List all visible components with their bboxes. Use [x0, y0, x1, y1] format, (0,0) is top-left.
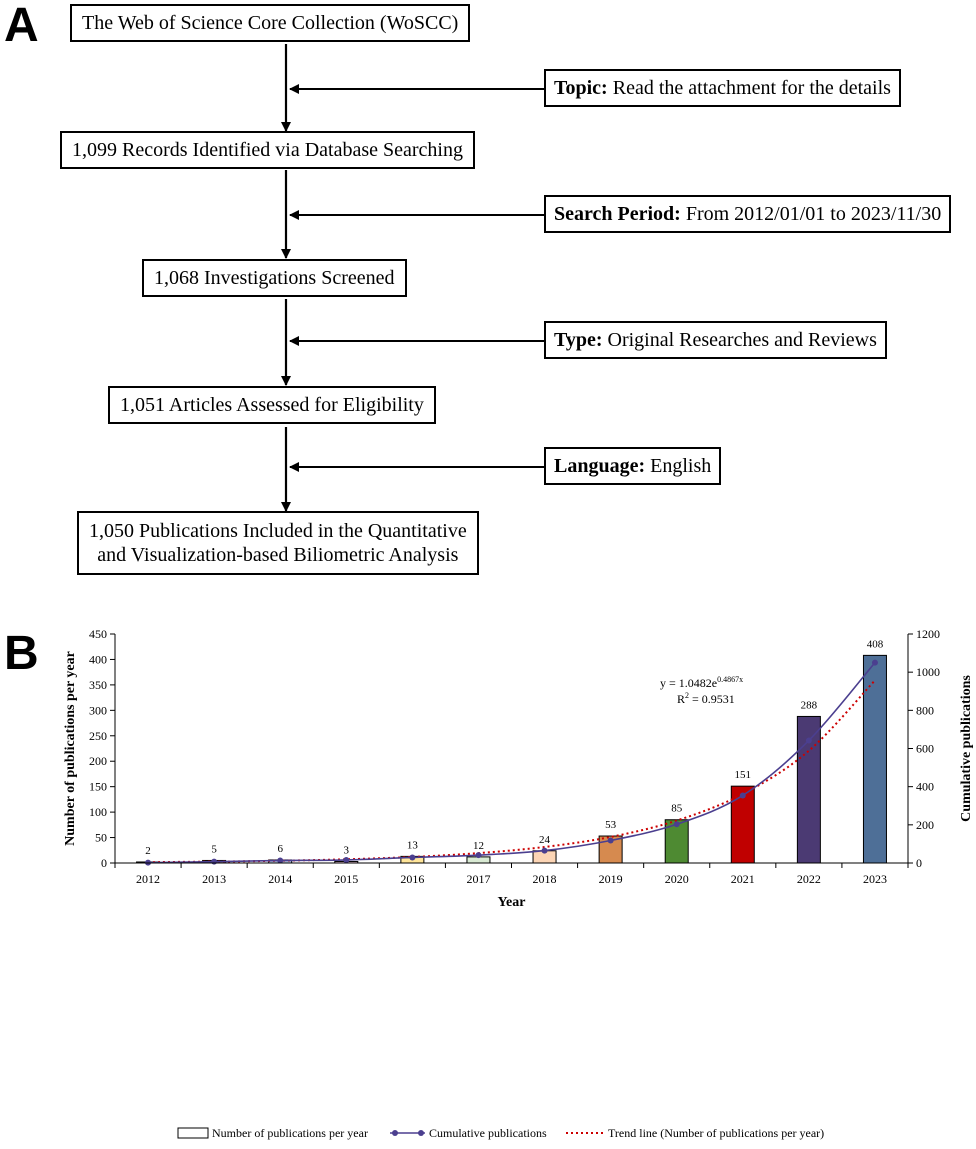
x-tick-2016: 2016 [400, 872, 424, 886]
flow-step-included-line2: and Visualization-based Biliometric Anal… [97, 544, 459, 566]
data-label-2014: 6 [277, 843, 283, 855]
y-right-tick-800: 800 [916, 703, 934, 717]
flow-step-eligibility: 1,051 Articles Assessed for Eligibility [108, 386, 436, 424]
cumulative-point-2013 [211, 858, 218, 865]
filter-topic: Topic: Read the attachment for the detai… [544, 69, 901, 107]
legend-cumulative-marker-2 [418, 1130, 424, 1136]
flow-step-source: The Web of Science Core Collection (WoSC… [70, 4, 471, 42]
data-label-2016: 13 [407, 839, 419, 851]
panel-b-letter: B [4, 627, 39, 680]
bar-2023 [862, 654, 887, 864]
panel-a-letter: A [4, 0, 39, 52]
filter-language-value: English [650, 455, 712, 477]
filter-type-label: Type: [554, 329, 603, 351]
filter-period-value: From 2012/01/01 to 2023/11/30 [685, 203, 942, 225]
data-label-2012: 2 [145, 845, 151, 857]
legend-cumulative-marker-1 [392, 1130, 398, 1136]
filter-topic-value: Read the attachment for the details [612, 77, 891, 99]
y-right-tick-200: 200 [916, 818, 934, 832]
filter-language-label: Language: [554, 455, 646, 477]
data-label-2018: 24 [539, 834, 551, 846]
cumulative-point-2020 [673, 821, 680, 828]
trend-equation: y = 1.0482e0.4867x [660, 675, 743, 690]
cumulative-point-2023 [871, 659, 878, 666]
y-right-tick-1000: 1000 [916, 665, 940, 679]
y-left-tick-450: 450 [89, 627, 107, 641]
filter-type: Type: Original Researches and Reviews [544, 321, 887, 359]
trend-line [148, 679, 876, 864]
data-label-2021: 151 [735, 769, 752, 781]
data-label-2020: 85 [671, 803, 683, 815]
data-label-2019: 53 [605, 819, 617, 831]
x-tick-2012: 2012 [136, 872, 160, 886]
flow-step-included: 1,050 Publications Included in the Quant… [77, 511, 479, 575]
x-tick-2020: 2020 [665, 872, 689, 886]
y-right-tick-0: 0 [916, 856, 922, 870]
y-left-tick-50: 50 [95, 831, 107, 845]
x-axis-title: Year [498, 895, 526, 910]
y-left-tick-100: 100 [89, 805, 107, 819]
trend-r-squared: R2 = 0.9531 [677, 691, 735, 706]
x-tick-2021: 2021 [731, 872, 755, 886]
filter-topic-label: Topic: [554, 77, 608, 99]
flow-step-identified: 1,099 Records Identified via Database Se… [60, 131, 475, 169]
y-axis-left-title: Number of publications per year [63, 651, 78, 846]
cumulative-point-2021 [739, 792, 746, 799]
y-left-tick-250: 250 [89, 729, 107, 743]
y-left-tick-400: 400 [89, 652, 107, 666]
x-tick-2013: 2013 [202, 872, 226, 886]
cumulative-point-2022 [805, 737, 812, 744]
y-right-tick-1200: 1200 [916, 627, 940, 641]
data-label-2022: 288 [801, 699, 818, 711]
legend-bar-swatch [177, 1127, 209, 1139]
cumulative-point-2019 [607, 837, 614, 844]
cumulative-point-2015 [343, 856, 350, 863]
publications-chart: 2 5 6 3 13 12 24 53 85 151 288 408 0 50 100 150 200 250 30… [63, 627, 974, 1140]
x-tick-2017: 2017 [466, 872, 490, 886]
filter-search-period: Search Period: From 2012/01/01 to 2023/1… [544, 195, 952, 233]
data-label-2015: 3 [344, 844, 350, 856]
legend-cumulative-label: Cumulative publications [429, 1126, 547, 1140]
cumulative-point-2018 [541, 847, 548, 854]
y-left-tick-200: 200 [89, 754, 107, 768]
cumulative-point-2014 [277, 857, 284, 864]
x-tick-2023: 2023 [863, 872, 887, 886]
y-right-tick-600: 600 [916, 742, 934, 756]
data-label-2017: 12 [473, 840, 484, 852]
data-label-2013: 5 [211, 843, 217, 855]
y-left-tick-150: 150 [89, 780, 107, 794]
filter-type-value: Original Researches and Reviews [607, 329, 877, 351]
x-tick-2015: 2015 [334, 872, 358, 886]
y-right-tick-400: 400 [916, 780, 934, 794]
x-tick-2014: 2014 [268, 872, 292, 886]
x-tick-2018: 2018 [533, 872, 557, 886]
x-tick-2022: 2022 [797, 872, 821, 886]
y-left-tick-350: 350 [89, 678, 107, 692]
cumulative-point-2016 [409, 854, 416, 861]
data-label-2023: 408 [867, 638, 884, 650]
flow-step-included-line1: 1,050 Publications Included in the Quant… [89, 520, 467, 542]
cumulative-line [148, 662, 876, 864]
y-axis-right-title: Cumulative publications [959, 675, 974, 822]
filter-language: Language: English [544, 447, 722, 485]
legend-bar-label: Number of publications per year [212, 1126, 368, 1140]
x-tick-2019: 2019 [599, 872, 623, 886]
flow-step-screened: 1,068 Investigations Screened [142, 259, 407, 297]
legend-trend-label: Trend line (Number of publications per y… [608, 1126, 824, 1140]
filter-period-label: Search Period: [554, 203, 681, 225]
y-left-tick-300: 300 [89, 703, 107, 717]
flowchart-arrows [281, 44, 544, 512]
y-left-tick-0: 0 [101, 856, 107, 870]
cumulative-point-2017 [475, 852, 482, 859]
